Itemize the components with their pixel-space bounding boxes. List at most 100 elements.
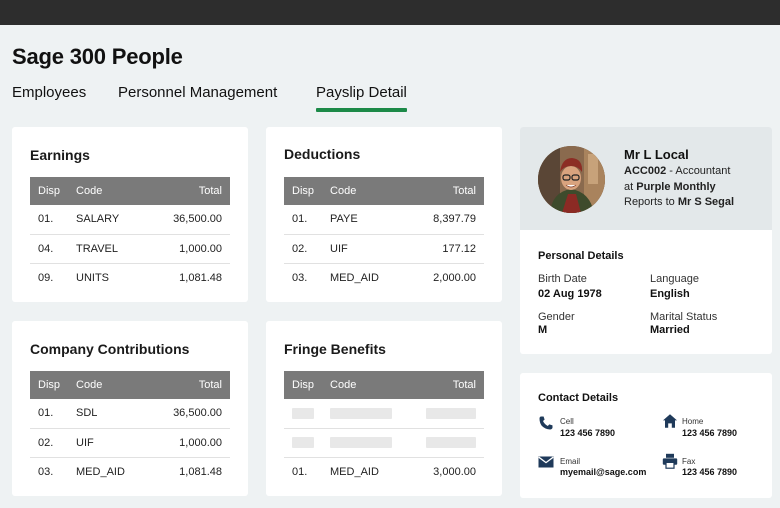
skeleton-block [292,437,314,449]
printer-icon [662,453,678,469]
page-title: Sage 300 People [12,44,183,69]
row-total: 1,081.48 [179,465,222,478]
row-disp: 01. [292,465,308,478]
employee-name: Mr L Local [624,147,689,162]
personal-details-title: Personal Details [538,250,624,262]
gender-label: Gender [538,311,575,323]
row-code: TRAVEL [68,234,146,264]
email-label: Email [560,457,581,466]
employee-account: ACC002 [624,165,667,177]
row-code: MED_AID [76,465,125,478]
table-row: 09. UNITS 1,081.48 [30,263,230,292]
skeleton-block [330,407,393,419]
row-code: MED_AID [330,271,379,284]
row-total: 3,000.00 [433,465,476,478]
row-total: 1,000.00 [145,234,230,264]
skeleton-block [426,437,476,449]
table-row: 01. PAYE 8,397.79 [284,205,484,235]
row-total: 177.12 [406,234,484,264]
column-header-total: Total [406,177,484,205]
table-row: 02. UIF 177.12 [284,234,484,264]
home-label: Home [682,417,704,426]
profile-header: Mr L Local ACC002 - Accountant at Purple… [520,127,772,230]
fringe-benefits-table: Disp Code Total 01. MED_AID 3,000.00 [284,371,484,486]
manager-prefix: Reports to [624,196,678,208]
employee-company: Purple Monthly [636,181,716,193]
row-total: 36,500.00 [148,399,230,429]
tab-personnel-management[interactable]: Personnel Management [118,84,278,101]
table-header-row: Disp Code Total [30,371,230,399]
table-row: 01. SALARY 36,500.00 [30,205,230,235]
column-header-total: Total [409,371,484,399]
employee-manager: Mr S Segal [677,196,735,208]
fringe-benefits-card: Fringe Benefits Disp Code Total 01. MED [266,321,502,496]
phone-icon [539,416,553,430]
row-disp: 09. [38,271,54,284]
skeleton-block [330,437,393,449]
placeholder-row [284,428,484,458]
row-disp: 01. [30,205,69,235]
fringe-benefits-title: Fringe Benefits [284,341,386,357]
row-code: SDL [68,399,149,429]
tab-employees[interactable]: Employees [12,84,87,101]
employee-role-line: ACC002 - Accountant [624,165,730,177]
company-contributions-card: Company Contributions Disp Code Total 01… [12,321,248,496]
company-prefix: at [624,181,637,193]
earnings-card: Earnings Disp Code Total 01. SALARY 36,5… [12,127,248,302]
house-icon [663,414,677,428]
skeleton-block [292,407,314,419]
company-contributions-table: Disp Code Total 01. SDL 36,500.00 02. UI… [30,371,230,486]
language-value: English [650,288,690,300]
fax-label: Fax [682,457,696,466]
cell-label: Cell [560,417,574,426]
contact-details-title: Contact Details [538,392,619,404]
row-code: UIF [68,428,149,458]
column-header-code: Code [68,177,146,205]
tab-payslip-detail[interactable]: Payslip Detail [316,84,407,112]
employee-manager-line: Reports to Mr S Segal [624,196,734,208]
earnings-title: Earnings [30,147,90,163]
column-header-total: Total [148,371,230,399]
table-row: 03. MED_AID 2,000.00 [284,263,484,292]
table-row: 04. TRAVEL 1,000.00 [30,234,230,264]
email-value[interactable]: myemail@sage.com [560,467,647,477]
row-disp: 01. [284,205,323,235]
table-header-row: Disp Code Total [284,177,484,205]
table-row: 03. MED_AID 1,081.48 [30,457,230,486]
fax-value[interactable]: 123 456 7890 [682,467,738,477]
column-header-disp: Disp [30,177,69,205]
column-header-total: Total [145,177,230,205]
home-value[interactable]: 123 456 7890 [682,428,738,438]
row-disp: 03. [292,271,308,284]
employee-company-line: at Purple Monthly [624,181,716,193]
deductions-title: Deductions [284,146,361,162]
avatar-image [538,146,605,213]
row-disp: 01. [30,399,69,429]
row-disp: 02. [284,234,323,264]
contact-card: Contact Details Cell 123 456 7890 Home 1… [520,373,772,498]
row-code: MED_AID [330,465,379,478]
row-total: 2,000.00 [433,271,476,284]
column-header-code: Code [322,177,407,205]
row-disp: 03. [38,465,54,478]
top-bar [0,0,780,25]
deductions-table: Disp Code Total 01. PAYE 8,397.79 02. UI… [284,177,484,292]
row-disp: 02. [30,428,69,458]
row-total: 8,397.79 [406,205,484,235]
row-total: 36,500.00 [145,205,230,235]
table-header-row: Disp Code Total [30,177,230,205]
marital-status-label: Marital Status [650,311,718,323]
row-code: UNITS [76,271,110,284]
envelope-icon [538,456,554,468]
earnings-table: Disp Code Total 01. SALARY 36,500.00 04.… [30,177,230,292]
table-row: 01. SDL 36,500.00 [30,399,230,429]
row-code: PAYE [322,205,407,235]
birth-date-label: Birth Date [538,273,587,285]
marital-status-value: Married [650,324,690,336]
cell-value[interactable]: 123 456 7890 [560,428,616,438]
language-label: Language [650,273,699,285]
profile-card: Mr L Local ACC002 - Accountant at Purple… [520,127,772,354]
row-code: UIF [322,234,407,264]
gender-value: M [538,324,548,336]
avatar [538,146,605,213]
